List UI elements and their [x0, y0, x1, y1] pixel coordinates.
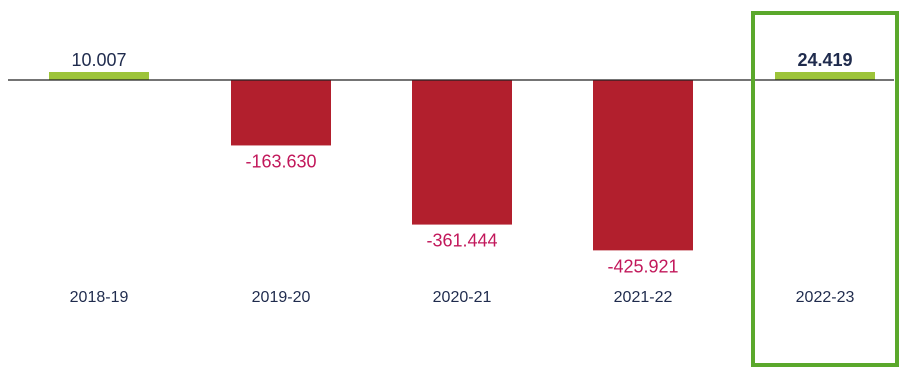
- value-label-2018-19: 10.007: [71, 50, 126, 70]
- bar-2019-20: [231, 80, 331, 146]
- bar-2022-23: [775, 72, 875, 80]
- bar-2018-19: [49, 72, 149, 80]
- category-label-2022-23: 2022-23: [796, 289, 855, 306]
- category-label-2020-21: 2020-21: [433, 289, 492, 306]
- category-labels-group: 2018-19 2019-20 2020-21 2021-22 2022-23: [70, 289, 855, 306]
- value-label-2019-20: -163.630: [245, 151, 316, 171]
- category-label-2018-19: 2018-19: [70, 289, 129, 306]
- highlight-box: [751, 11, 899, 367]
- bars-group: [49, 72, 875, 251]
- value-label-2021-22: -425.921: [607, 256, 678, 276]
- value-labels-group: 10.007 -163.630 -361.444 -425.921 24.419: [71, 50, 852, 276]
- bar-2020-21: [412, 80, 512, 225]
- category-label-2021-22: 2021-22: [614, 289, 673, 306]
- category-label-2019-20: 2019-20: [252, 289, 311, 306]
- value-label-2022-23: 24.419: [797, 50, 852, 70]
- bar-2021-22: [593, 80, 693, 251]
- value-label-2020-21: -361.444: [426, 231, 497, 251]
